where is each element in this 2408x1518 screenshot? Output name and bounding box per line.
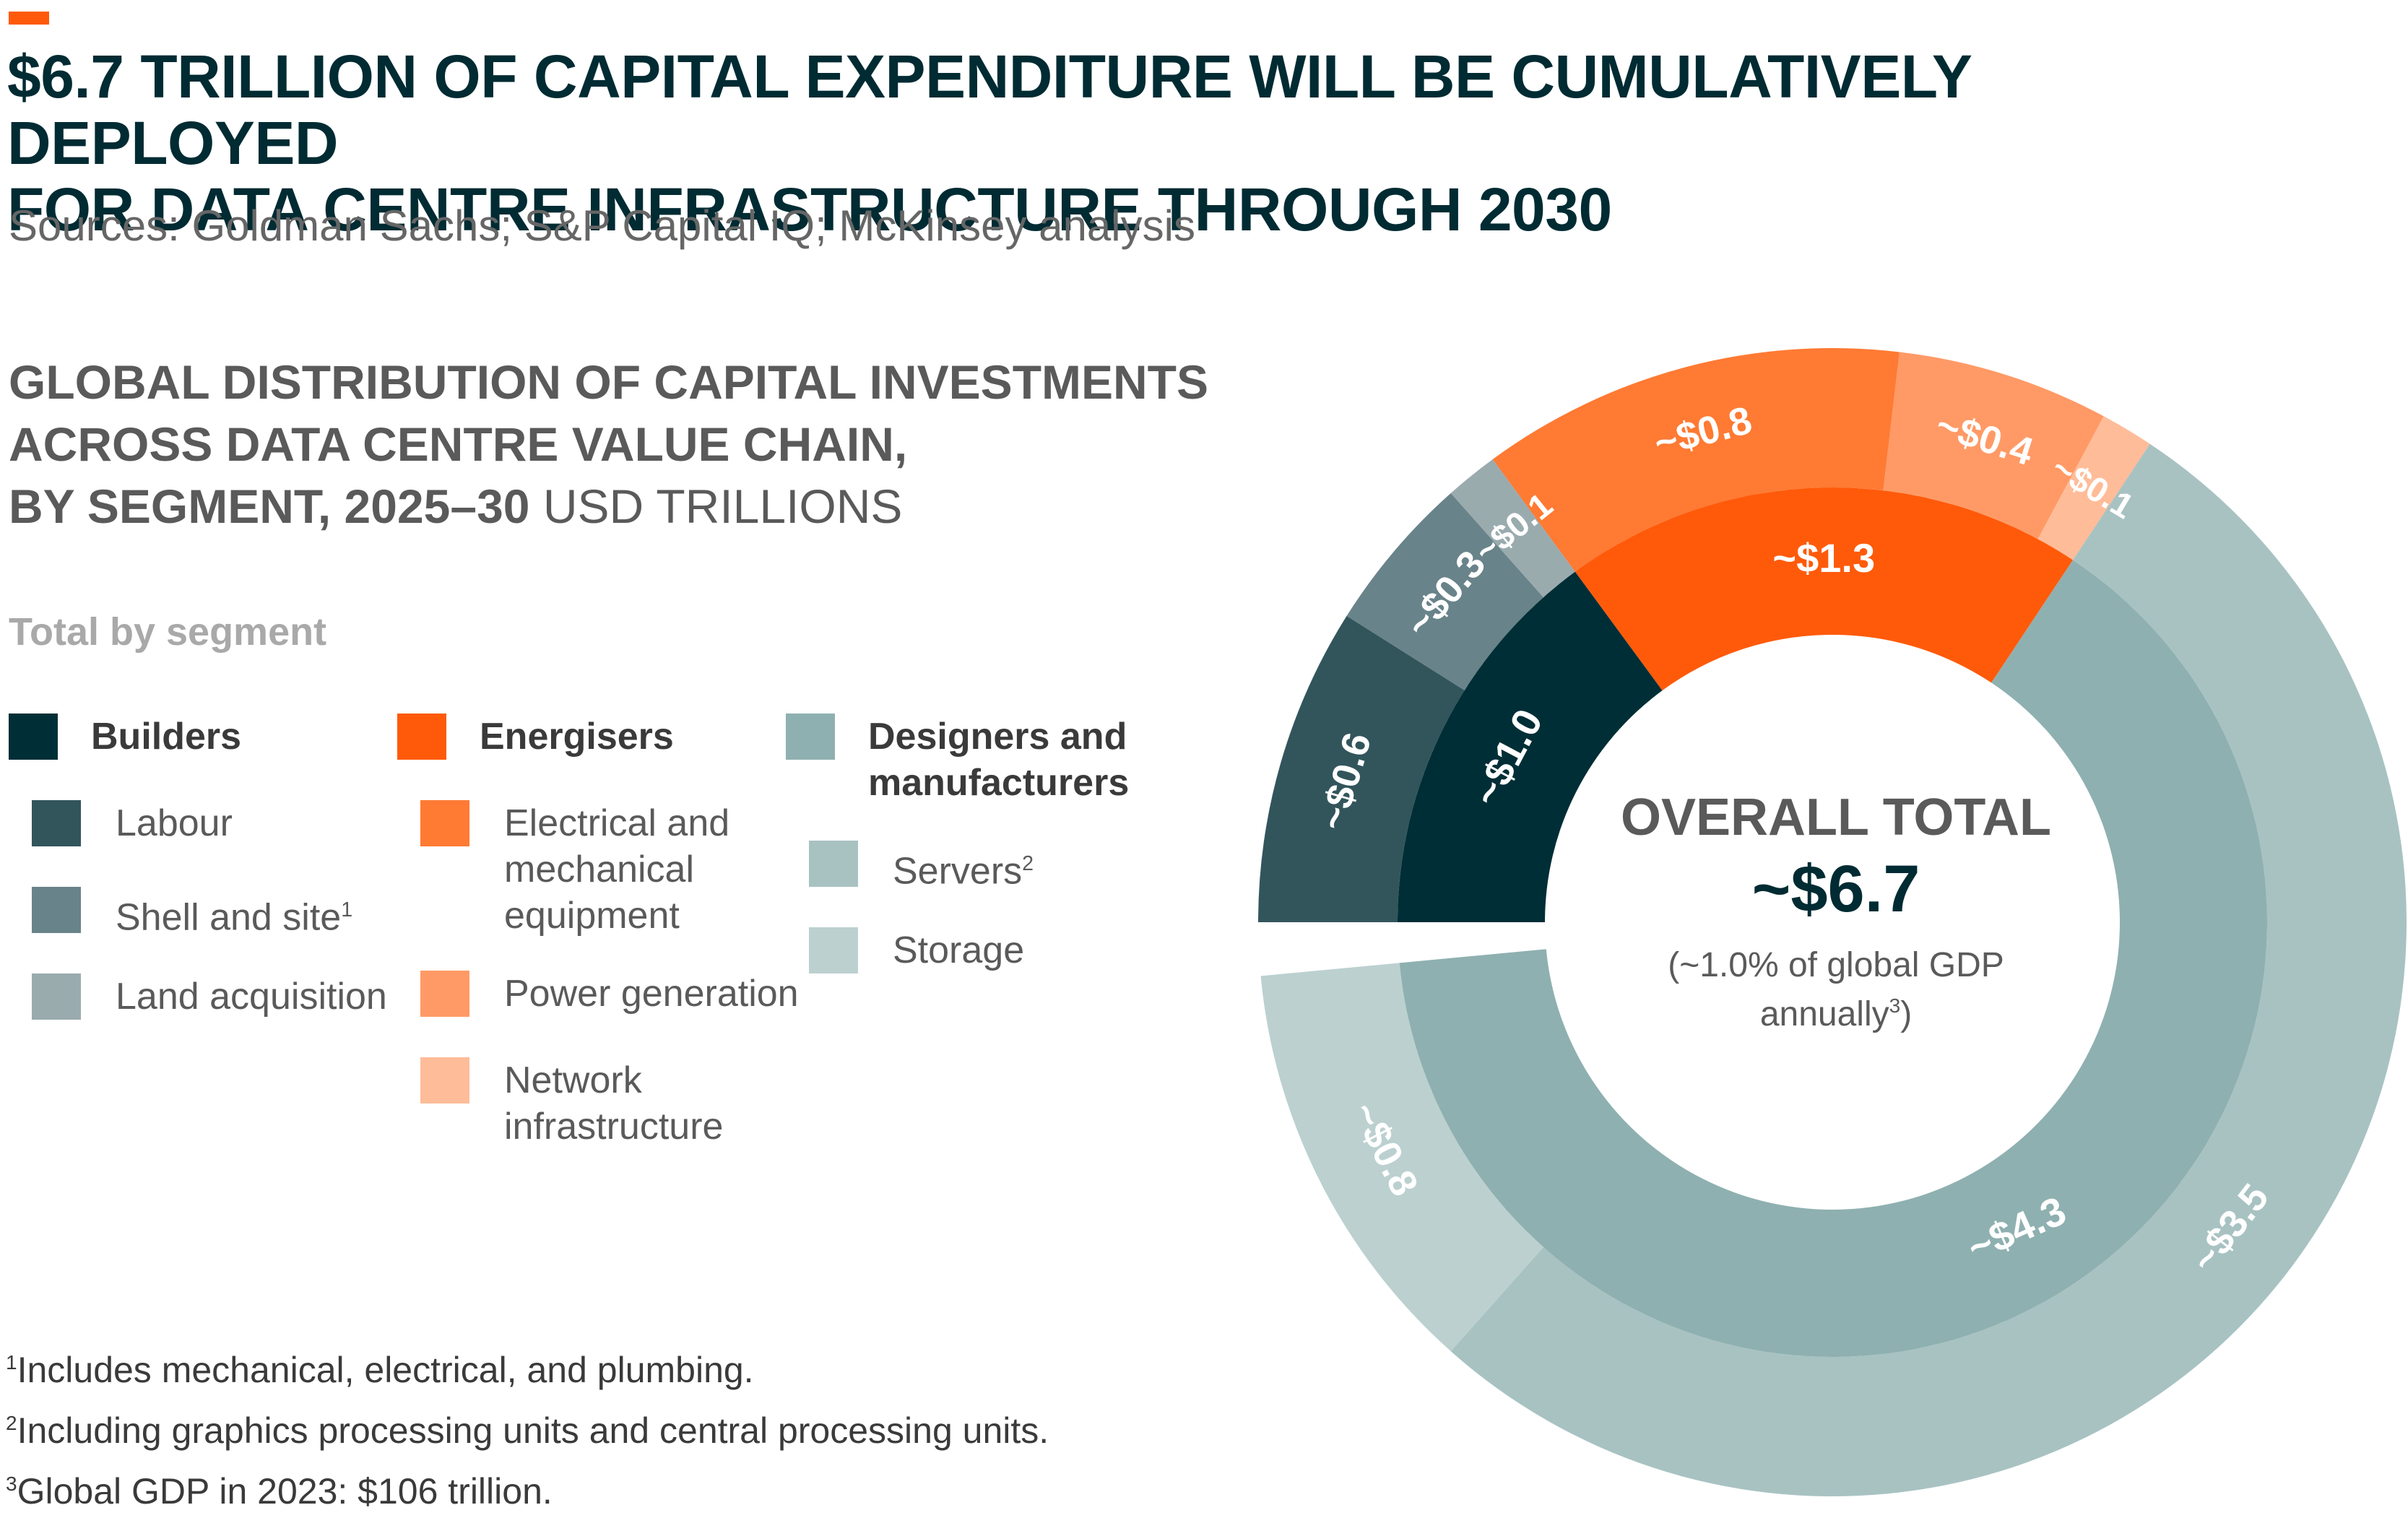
outer-slice-storage	[1260, 963, 1543, 1352]
chart-subtitle: GLOBAL DISTRIBUTION OF CAPITAL INVESTMEN…	[9, 351, 1208, 537]
title-line-2: FOR DATA CENTRE INFRASTRUCTURE THROUGH 2…	[7, 175, 1612, 243]
subtitle-line-2: ACROSS DATA CENTRE VALUE CHAIN,	[9, 417, 908, 471]
legend-land-acquisition: Land acquisition	[32, 973, 387, 1020]
legend-swatch-energisers	[397, 714, 446, 760]
legend-swatch-labour	[32, 800, 81, 846]
outer-ring	[1258, 348, 2407, 1497]
legend-swatch-network	[420, 1057, 469, 1103]
legend-heading: Total by segment	[9, 610, 327, 654]
legend-label-builders: Builders	[91, 716, 242, 758]
outer-slice-power-generation	[1883, 352, 2104, 539]
legend-label-designers: Designers and manufacturers	[868, 716, 1130, 804]
legend-label-power: Power generation	[504, 973, 799, 1015]
legend-energisers: Energisers	[397, 714, 674, 760]
page-title: $6.7 TRILLION OF CAPITAL EXPENDITURE WIL…	[7, 43, 2210, 243]
legend-label-electrical: Electrical and mechanical equipment	[504, 802, 730, 937]
center-note-line-2: annually3)	[1760, 994, 1912, 1033]
legend-shell-site: Shell and site1	[32, 887, 352, 940]
legend-swatch-storage	[809, 927, 858, 973]
outer-slice-electrical-and-mechanical-equipment	[1492, 348, 1900, 572]
inner-label-energisers: ~$1.3	[1772, 535, 1875, 581]
legend-electrical: Electrical and mechanical equipment	[420, 800, 729, 939]
inner-ring	[1398, 487, 2267, 1358]
legend-swatch-shell-site	[32, 887, 81, 933]
legend-builders: Builders	[9, 714, 241, 760]
footnote-2: 2Including graphics processing units and…	[6, 1410, 1049, 1451]
inner-slice-energisers	[1575, 487, 2073, 691]
footnote-3: 3Global GDP in 2023: $106 trillion.	[6, 1471, 553, 1512]
subtitle-period: BY SEGMENT, 2025–30	[9, 480, 530, 533]
center-label: OVERALL TOTAL ~$6.7 (~1.0% of global GDP…	[1621, 789, 2051, 1033]
outer-slice-land-acquisition	[1450, 459, 1575, 598]
accent-bar	[9, 12, 49, 25]
legend-label-labour: Labour	[116, 802, 233, 844]
center-heading: OVERALL TOTAL	[1621, 789, 2051, 846]
legend-label-energisers: Energisers	[480, 716, 674, 758]
legend-label-servers: Servers2	[893, 850, 1034, 893]
outer-slice-servers	[1450, 443, 2407, 1497]
legend-network: Network infrastructure	[420, 1057, 723, 1150]
legend-label-land: Land acquisition	[116, 976, 387, 1018]
inner-slice-builders	[1398, 571, 1663, 922]
subtitle-line-1: GLOBAL DISTRIBUTION OF CAPITAL INVESTMEN…	[9, 355, 1209, 409]
legend-labour: Labour	[32, 800, 233, 846]
legend-label-network: Network infrastructure	[504, 1059, 724, 1148]
footnote-1: 1Includes mechanical, electrical, and pl…	[6, 1350, 754, 1390]
legend-swatch-servers	[809, 841, 858, 887]
legend-swatch-builders	[9, 714, 58, 760]
outer-slice-shell-and-site	[1346, 493, 1543, 690]
legend-label-storage: Storage	[893, 929, 1025, 971]
legend-storage: Storage	[809, 927, 1024, 973]
title-line-1: $6.7 TRILLION OF CAPITAL EXPENDITURE WIL…	[7, 43, 1971, 177]
donut-chart: ~$1.0~$1.3~$4.3~$0.6~$0.3~$0.1~$0.8 ~$0.4…	[1258, 348, 2407, 1497]
legend-power: Power generation	[420, 971, 799, 1017]
legend-servers: Servers2	[809, 841, 1034, 894]
outer-slice-network-infrastructure	[2037, 416, 2150, 560]
subtitle-line-3: BY SEGMENT, 2025–30 USD TRILLIONS	[9, 475, 1208, 537]
subtitle-unit: USD TRILLIONS	[542, 480, 903, 533]
legend-swatch-land	[32, 973, 81, 1020]
outer-slice-labour	[1258, 615, 1465, 922]
legend-swatch-electrical	[420, 800, 469, 846]
legend-label-shell-site: Shell and site1	[116, 896, 353, 939]
legend-swatch-designers	[786, 714, 835, 760]
sources-note: Sources: Goldman Sachs; S&P Capital IQ; …	[9, 201, 1195, 250]
legend-designers: Designers and manufacturers	[786, 714, 1129, 806]
footnotes: 1Includes mechanical, electrical, and pl…	[6, 1336, 1049, 1518]
inner-slice-designers-and-manufacturers	[1399, 560, 2267, 1358]
center-value: ~$6.7	[1752, 852, 1920, 926]
legend-swatch-power	[420, 971, 469, 1017]
center-note-line-1: (~1.0% of global GDP	[1668, 946, 2004, 984]
